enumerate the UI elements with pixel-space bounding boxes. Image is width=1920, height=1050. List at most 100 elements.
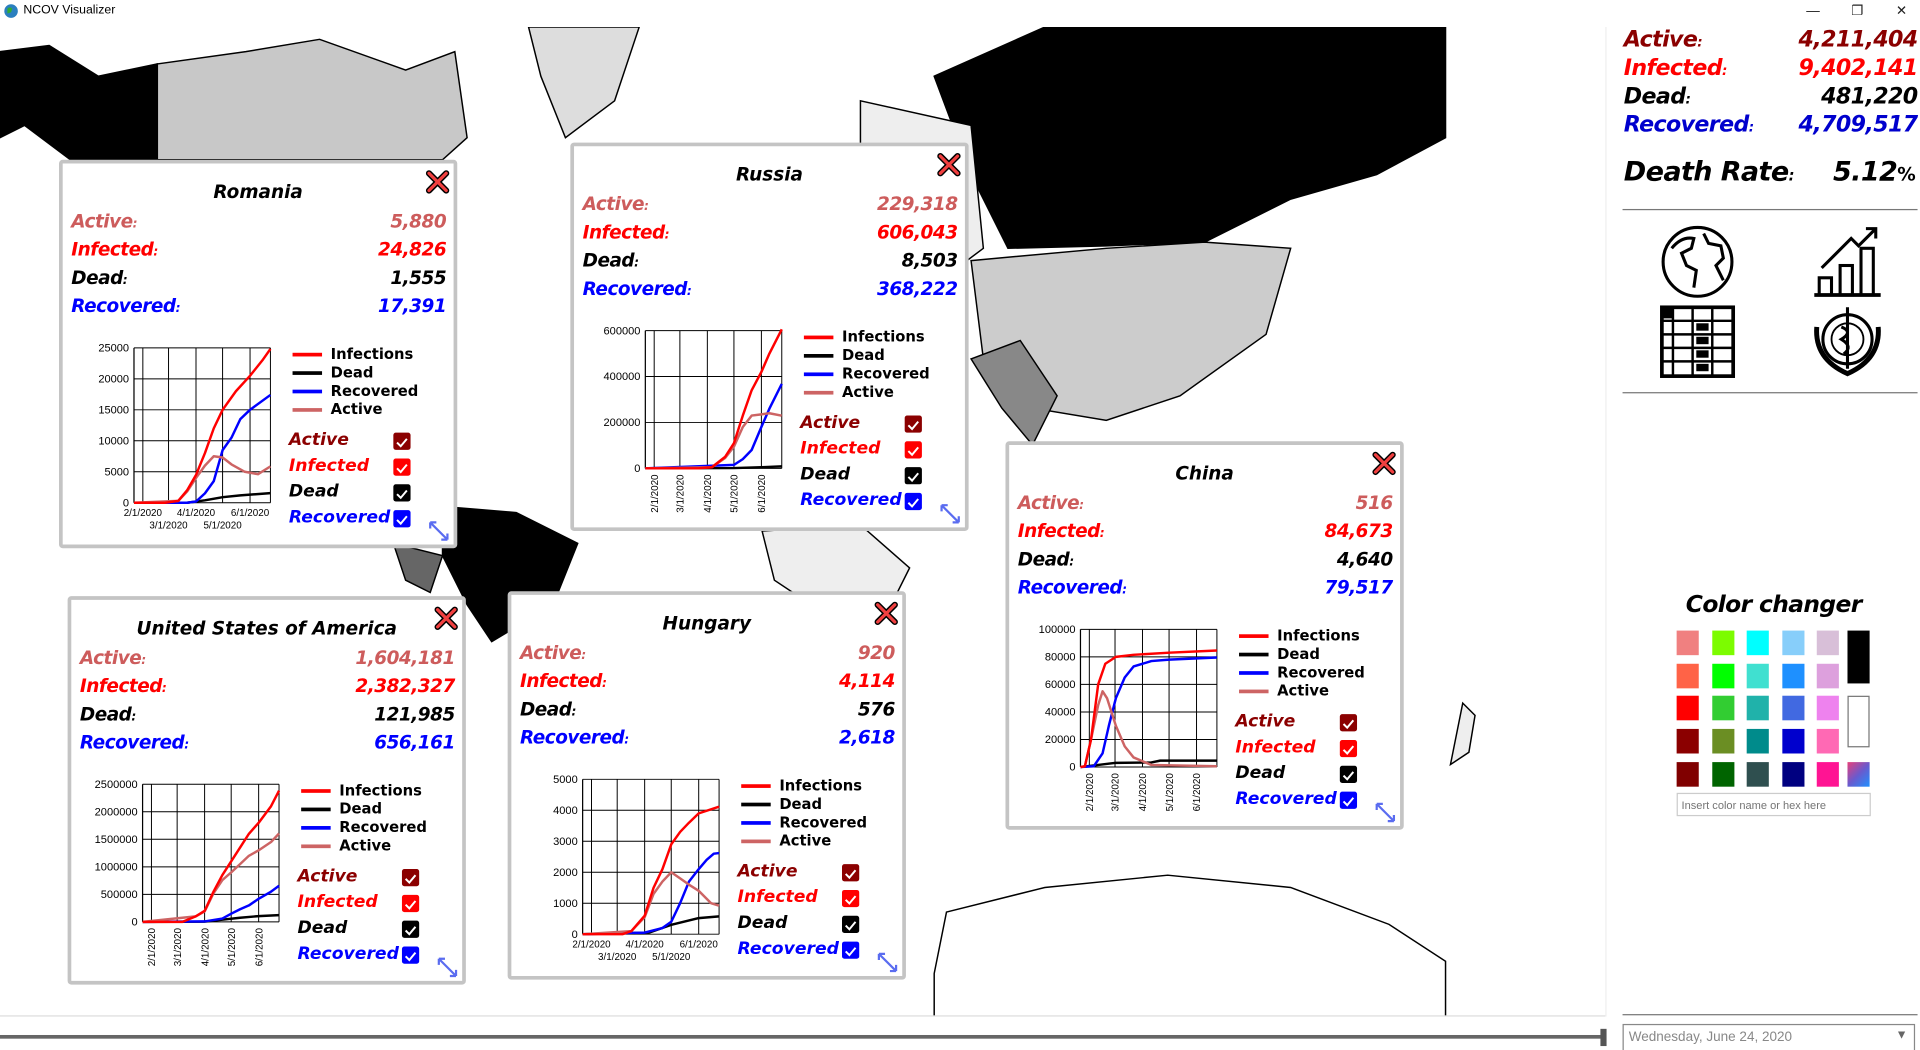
series-checkbox[interactable]	[1339, 791, 1358, 809]
series-checkbox[interactable]	[393, 458, 411, 476]
global-stat-value: 481,220	[1821, 83, 1918, 110]
swatch-custom-gradient[interactable]	[1847, 762, 1870, 787]
close-icon[interactable]	[434, 606, 459, 631]
y-tick-label: 1000	[553, 898, 578, 910]
series-checkbox[interactable]	[904, 467, 922, 485]
legend-label: Infections	[339, 781, 422, 799]
color-swatch[interactable]	[1782, 728, 1805, 754]
timeline-slider-thumb[interactable]	[1600, 1028, 1607, 1047]
color-swatch[interactable]	[1712, 762, 1735, 787]
y-tick-label: 0	[1069, 762, 1075, 774]
country-panel-romania[interactable]: Romania Active: 5,880 Infected: 24,826 Dead:…	[59, 159, 458, 549]
timeline-slider[interactable]	[0, 1034, 1605, 1039]
series-checkbox[interactable]	[401, 946, 420, 964]
x-tick-label: 6/1/2020	[680, 940, 719, 951]
series-checkbox[interactable]	[842, 889, 860, 908]
legend-swatch	[1239, 634, 1269, 638]
table-icon[interactable]	[1659, 305, 1736, 381]
date-picker[interactable]: Wednesday, June 24, 2020 ▼	[1622, 1023, 1916, 1050]
close-icon[interactable]	[937, 152, 962, 177]
color-swatch[interactable]	[1782, 630, 1805, 656]
color-swatch[interactable]	[1816, 762, 1839, 787]
restore-button[interactable]: ❐	[1851, 3, 1864, 19]
country-panel-hungary[interactable]: Hungary Active: 920 Infected: 4,114 Dead: 576…	[507, 591, 906, 980]
resize-icon[interactable]	[436, 956, 458, 978]
series-checkbox[interactable]	[393, 510, 411, 528]
swatch-black[interactable]	[1847, 630, 1870, 684]
resize-icon[interactable]	[939, 503, 961, 525]
legend-item: Dead	[803, 347, 885, 365]
color-swatch[interactable]	[1746, 630, 1769, 656]
series-checkbox[interactable]	[1339, 739, 1358, 758]
color-swatch[interactable]	[1712, 695, 1735, 721]
color-swatch[interactable]	[1676, 762, 1699, 787]
color-swatch[interactable]	[1712, 728, 1735, 754]
globe-icon[interactable]	[1659, 224, 1735, 300]
who-icon[interactable]	[1809, 305, 1885, 381]
color-swatch[interactable]	[1746, 762, 1769, 787]
country-panel-united-states-of-america[interactable]: United States of America Active: 1,604,18…	[67, 596, 466, 985]
panel-stat-dead: Dead: 121,985	[80, 703, 455, 730]
series-checkbox[interactable]	[904, 492, 922, 511]
y-tick-label: 40000	[1045, 707, 1076, 719]
color-swatch[interactable]	[1782, 762, 1805, 787]
map-region-australia	[933, 874, 1447, 1017]
color-swatch[interactable]	[1816, 728, 1839, 754]
series-checkbox[interactable]	[842, 915, 860, 933]
close-window-button[interactable]: ✕	[1895, 3, 1908, 19]
resize-icon[interactable]	[1374, 801, 1396, 823]
series-checkbox[interactable]	[842, 864, 860, 882]
series-checkbox[interactable]	[904, 441, 922, 459]
resize-icon[interactable]	[428, 520, 450, 542]
color-swatch[interactable]	[1746, 663, 1769, 689]
minimize-button[interactable]: —	[1806, 3, 1820, 19]
colon: :	[686, 285, 692, 299]
color-swatch[interactable]	[1676, 630, 1699, 656]
close-icon[interactable]	[1372, 451, 1397, 476]
colon: :	[1122, 583, 1127, 598]
color-input[interactable]	[1676, 792, 1871, 817]
series-checkbox[interactable]	[401, 894, 420, 913]
series-checkbox[interactable]	[393, 484, 411, 502]
color-swatch[interactable]	[1676, 663, 1699, 689]
color-swatch[interactable]	[1816, 695, 1839, 721]
map-region-central-america	[392, 542, 444, 594]
y-tick-label: 400000	[604, 371, 641, 383]
series-checkbox[interactable]	[393, 432, 411, 450]
series-line-active	[582, 871, 720, 936]
color-swatch[interactable]	[1816, 630, 1839, 656]
color-swatch[interactable]	[1676, 728, 1699, 754]
chevron-down-icon[interactable]: ▼	[1895, 1028, 1908, 1043]
series-checkbox[interactable]	[1339, 714, 1358, 732]
series-checkbox[interactable]	[842, 941, 860, 959]
check-icon	[1342, 797, 1355, 807]
series-checkbox[interactable]	[401, 920, 420, 938]
chart-icon[interactable]	[1809, 224, 1885, 300]
close-icon[interactable]	[425, 170, 450, 195]
series-checkbox[interactable]	[904, 415, 922, 433]
color-swatch[interactable]	[1816, 663, 1839, 689]
toggle-label: Dead	[737, 913, 788, 933]
resize-icon[interactable]	[876, 951, 898, 973]
country-panel-russia[interactable]: Russia Active: 229,318 Infected: 606,043 Dea…	[570, 142, 969, 532]
color-swatch[interactable]	[1676, 695, 1699, 721]
country-panel-china[interactable]: China Active: 516 Infected: 84,673 Dead: 4,64…	[1005, 441, 1404, 830]
panel-stat-value: 576	[857, 698, 896, 721]
title-bar: NCOV Visualizer — ❐ ✕	[0, 0, 1920, 24]
color-swatch[interactable]	[1712, 630, 1735, 656]
color-swatch[interactable]	[1782, 663, 1805, 689]
y-tick-label: 5000	[104, 466, 129, 478]
colon: :	[571, 705, 576, 720]
series-checkbox[interactable]	[401, 869, 420, 887]
close-icon[interactable]	[874, 601, 899, 626]
panel-stat-value: 920	[857, 641, 896, 664]
color-swatch[interactable]	[1712, 663, 1735, 689]
y-tick-label: 15000	[98, 405, 129, 417]
color-swatch[interactable]	[1746, 728, 1769, 754]
series-checkbox[interactable]	[1339, 765, 1358, 784]
color-swatch[interactable]	[1782, 695, 1805, 721]
colon: :	[1069, 555, 1074, 570]
color-swatch[interactable]	[1746, 695, 1769, 721]
toggle-label: Recovered	[297, 944, 399, 964]
swatch-white[interactable]	[1847, 695, 1870, 748]
